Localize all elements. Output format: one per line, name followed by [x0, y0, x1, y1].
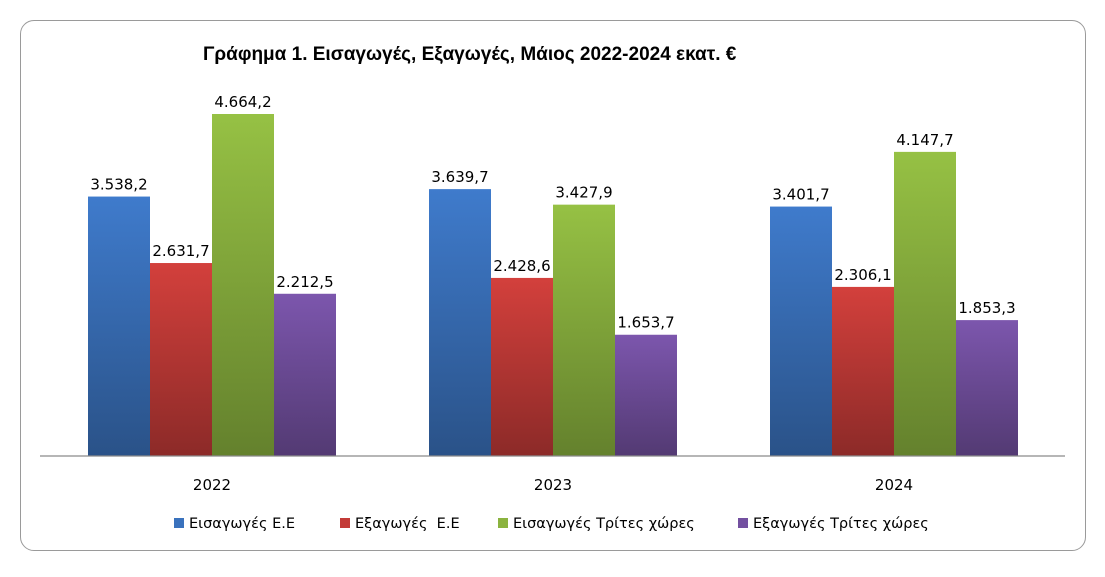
data-label-2024-series-4: 1.853,3 [958, 299, 1015, 317]
data-label-2024-series-2: 2.306,1 [834, 266, 891, 284]
category-label-2024: 2024 [875, 476, 913, 494]
chart-title: Γράφημα 1. Εισαγωγές, Εξαγωγές, Μάιος 20… [203, 44, 737, 65]
category-label-2022: 2022 [193, 476, 231, 494]
bar-2024-series-3 [894, 151, 956, 457]
bar-2022-series-1 [88, 196, 150, 456]
data-label-2022-series-4: 2.212,5 [276, 273, 333, 291]
bar-2022-series-3 [212, 114, 274, 456]
legend-swatch-3 [498, 518, 508, 528]
bar-2023-series-1 [429, 189, 491, 457]
bar-2022-series-2 [150, 263, 212, 456]
category-label-2023: 2023 [534, 476, 572, 494]
data-label-2023-series-2: 2.428,6 [493, 257, 550, 275]
data-label-2022-series-3: 4.664,2 [214, 93, 271, 111]
bar-2024-series-4 [956, 320, 1018, 456]
data-label-2022-series-2: 2.631,7 [152, 242, 209, 260]
bar-2024-series-2 [832, 286, 894, 456]
data-label-2023-series-1: 3.639,7 [431, 168, 488, 186]
legend-label-1: Εισαγωγές Ε.Ε [189, 516, 295, 532]
data-label-2022-series-1: 3.538,2 [90, 176, 147, 194]
legend: Εισαγωγές Ε.Ε Εξαγωγές Ε.Ε Εισαγωγές Τρίτε… [174, 516, 929, 532]
bar-2024-series-1 [770, 206, 832, 456]
bar-2023-series-3 [553, 204, 615, 456]
legend-label-3: Εισαγωγές Τρίτες χώρες [513, 516, 695, 532]
data-label-2023-series-4: 1.653,7 [617, 314, 674, 332]
legend-swatch-4 [738, 518, 748, 528]
legend-label-2: Εξαγωγές Ε.Ε [355, 516, 460, 532]
data-label-2024-series-1: 3.401,7 [772, 186, 829, 204]
legend-swatch-2 [340, 518, 350, 528]
data-label-2024-series-3: 4.147,7 [896, 131, 953, 149]
category-labels-group: 2022 2023 2024 [193, 476, 913, 494]
data-label-2023-series-3: 3.427,9 [555, 184, 612, 202]
legend-label-4: Εξαγωγές Τρίτες χώρες [753, 516, 929, 532]
bar-2022-series-4 [274, 293, 336, 456]
data-labels-group: 3.538,2 2.631,7 4.664,2 2.212,5 3.639,7 2.428… [90, 93, 1015, 332]
bars-group [88, 114, 1018, 457]
bar-2023-series-4 [615, 334, 677, 456]
legend-swatch-1 [174, 518, 184, 528]
bar-2023-series-2 [491, 277, 553, 456]
